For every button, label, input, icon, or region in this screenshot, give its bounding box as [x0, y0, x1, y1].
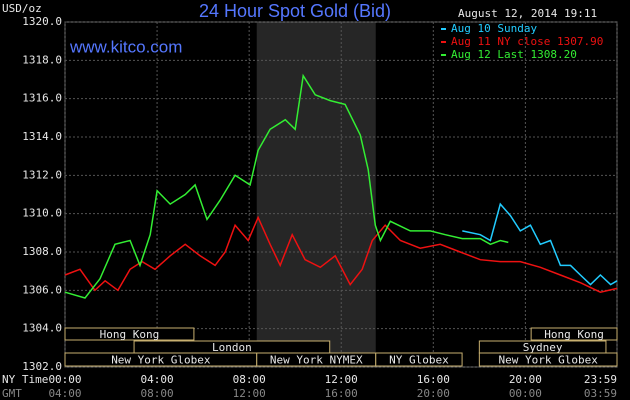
session-label: New York NYMEX: [270, 354, 363, 367]
gmt-tick-label: 00:00: [509, 387, 542, 400]
price-line: [64, 73, 509, 299]
session-label: London: [212, 341, 252, 354]
session-label: NY Globex: [389, 354, 449, 367]
gmt-tick-label: 20:00: [417, 387, 450, 400]
x2-axis-label: GMT: [2, 387, 22, 400]
session-label: New York Globex: [111, 354, 211, 367]
legend-label: Aug 10 Sunday: [451, 22, 537, 35]
y-tick-label: 1306.0: [22, 283, 62, 296]
session-box: [478, 352, 618, 367]
gmt-tick-label: 12:00: [233, 387, 266, 400]
y-tick-label: 1318.0: [22, 53, 62, 66]
gmt-tick-label: 08:00: [141, 387, 174, 400]
x-tick-label: 00:00: [48, 373, 81, 386]
legend-label: Aug 11 NY close 1307.90: [451, 35, 603, 48]
price-line: [462, 202, 618, 286]
session-box: [375, 352, 463, 367]
session-label: Hong Kong: [544, 328, 604, 341]
gmt-tick-label: 03:59: [584, 387, 617, 400]
x-axis-label: NY Time: [2, 373, 48, 386]
y-tick-label: 1308.0: [22, 245, 62, 258]
gmt-tick-label: 16:00: [325, 387, 358, 400]
legend-label: Aug 12 Last 1308.20: [451, 48, 577, 61]
session-label: Hong Kong: [100, 328, 160, 341]
x-tick-label: 12:00: [325, 373, 358, 386]
timestamp: August 12, 2014 19:11: [458, 7, 597, 20]
session-box: [64, 327, 195, 341]
y-tick-label: 1304.0: [22, 322, 62, 335]
source-label: www.kitco.com: [69, 37, 182, 56]
x-tick-label: 04:00: [141, 373, 174, 386]
y-tick-label: 1310.0: [22, 207, 62, 220]
y-tick-label: 1312.0: [22, 168, 62, 181]
session-label: New York Globex: [499, 354, 599, 367]
price-line: [64, 215, 618, 293]
shaded-region: [256, 22, 376, 367]
x-tick-label: 08:00: [233, 373, 266, 386]
session-box: [530, 327, 618, 341]
y-tick-label: 1302.0: [22, 360, 62, 373]
y-axis-label: USD/oz: [2, 2, 42, 15]
y-tick-label: 1314.0: [22, 130, 62, 143]
session-label: Sydney: [523, 341, 563, 354]
x-tick-label: 23:59: [584, 373, 617, 386]
gmt-tick-label: 04:00: [48, 387, 81, 400]
y-tick-label: 1316.0: [22, 92, 62, 105]
y-tick-label: 1320.0: [22, 15, 62, 28]
x-tick-label: 20:00: [509, 373, 542, 386]
x-tick-label: 16:00: [417, 373, 450, 386]
chart-title: 24 Hour Spot Gold (Bid): [199, 1, 391, 21]
